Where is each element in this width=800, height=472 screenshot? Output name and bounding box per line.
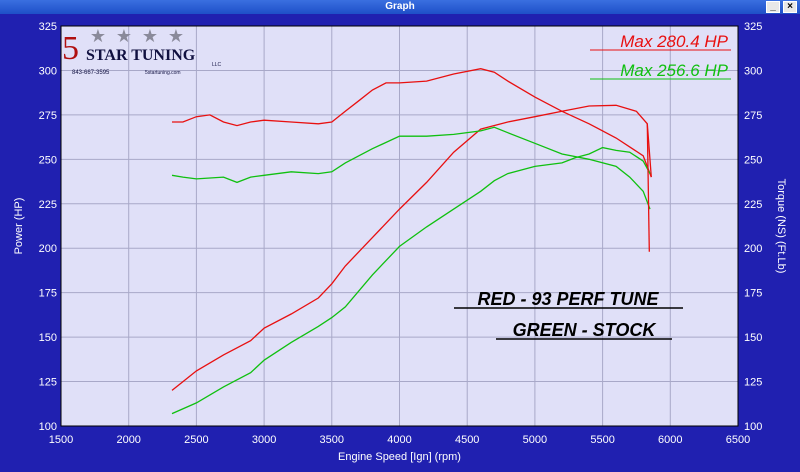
y-tick-label-left: 175 (39, 288, 57, 300)
y-tick-label-left: 125 (39, 377, 57, 389)
y-tick-label-right: 150 (744, 332, 762, 344)
green-torque-line (171, 126, 651, 210)
window-title: Graph (385, 1, 415, 12)
y-tick-label-left: 225 (39, 199, 57, 211)
red-power-line (171, 104, 652, 391)
x-tick-label: 5500 (590, 434, 614, 446)
x-tick-label: 2000 (116, 434, 140, 446)
x-tick-label: 2500 (184, 434, 208, 446)
logo-text: STAR TUNING (86, 47, 196, 64)
x-tick-label: 3000 (252, 434, 276, 446)
title-bar: Graph _ × (0, 0, 800, 14)
max-hp-label: Max 280.4 HP (620, 32, 728, 51)
y-tick-label-right: 275 (744, 110, 762, 122)
y-axis-label-left: Power (HP) (13, 198, 25, 255)
y-tick-label-left: 325 (39, 21, 57, 33)
annotation-text: GREEN - STOCK (513, 320, 658, 340)
logo-llc: LLC (212, 62, 222, 68)
logo-phone: 843-667-3595 (72, 70, 110, 76)
y-tick-label-right: 200 (744, 243, 762, 255)
y-axis-label-right: Torque (NS) (Ft.Lb) (775, 179, 787, 274)
plot-border (60, 25, 739, 427)
x-tick-label: 3500 (320, 434, 344, 446)
logo-number: 5 (62, 30, 79, 67)
red-cutoff-line (646, 123, 650, 252)
y-tick-label-left: 275 (39, 110, 57, 122)
x-tick-label: 6500 (726, 434, 750, 446)
x-tick-label: 4500 (455, 434, 479, 446)
y-tick-label-left: 100 (39, 421, 57, 433)
x-tick-label: 6000 (658, 434, 682, 446)
red-torque-line (172, 68, 652, 178)
logo-star-icon: ★ (142, 26, 158, 47)
max-hp-label: Max 256.6 HP (620, 61, 728, 80)
y-tick-label-right: 100 (744, 421, 762, 433)
y-tick-label-right: 175 (744, 288, 762, 300)
y-tick-label-right: 225 (744, 199, 762, 211)
y-tick-label-left: 300 (39, 65, 57, 77)
logo-website: 5startuning.com (145, 70, 181, 76)
x-tick-label: 5000 (523, 434, 547, 446)
logo-star-icon: ★ (90, 26, 106, 47)
y-tick-label-right: 300 (744, 65, 762, 77)
minimize-button[interactable]: _ (766, 1, 780, 13)
x-tick-label: 4000 (387, 434, 411, 446)
y-tick-label-right: 125 (744, 377, 762, 389)
green-power-line (171, 146, 651, 415)
y-tick-label-left: 150 (39, 332, 57, 344)
y-tick-label-left: 250 (39, 154, 57, 166)
y-tick-label-right: 325 (744, 21, 762, 33)
x-tick-label: 1500 (49, 434, 73, 446)
annotation-text: RED - 93 PERF TUNE (477, 289, 659, 309)
dyno-chart: 1500 2000 2500 3000 3500 4000 4500 5000 5500 6000… (13, 21, 787, 463)
logo-star-icon: ★ (116, 26, 132, 47)
logo-star-icon: ★ (168, 26, 184, 47)
y-tick-label-left: 200 (39, 243, 57, 255)
y-tick-label-right: 250 (744, 154, 762, 166)
close-button[interactable]: × (783, 1, 797, 13)
x-axis-label: Engine Speed [Ign] (rpm) (338, 451, 461, 463)
